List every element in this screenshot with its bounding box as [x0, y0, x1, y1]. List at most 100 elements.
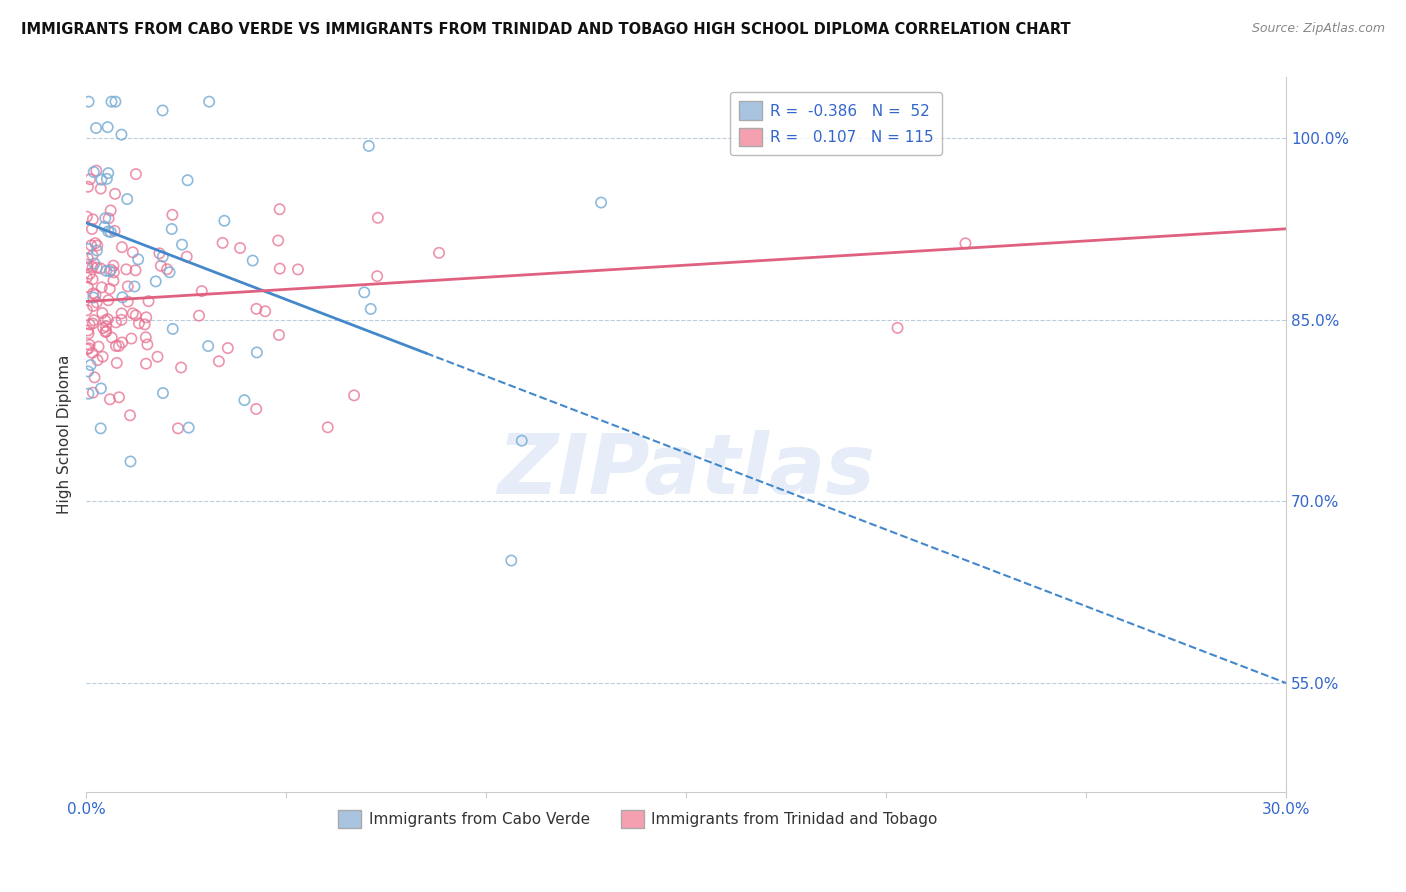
Point	[110, 306, 132, 320]
Point	[156, 262, 179, 277]
Point	[97, 211, 120, 226]
Point	[146, 350, 169, 364]
Point	[94, 325, 117, 339]
Point	[135, 310, 157, 325]
Y-axis label: High School Diploma: High School Diploma	[58, 355, 72, 515]
Point	[170, 237, 193, 252]
Point	[96, 264, 118, 278]
Point	[86, 238, 108, 252]
Point	[86, 260, 108, 275]
Point	[84, 121, 107, 136]
Point	[316, 420, 339, 434]
Point	[91, 306, 114, 320]
Point	[287, 262, 309, 277]
Point	[149, 259, 172, 273]
Point	[90, 181, 112, 195]
Point	[76, 252, 98, 266]
Point	[134, 318, 156, 332]
Point	[82, 346, 104, 360]
Point	[427, 245, 450, 260]
Point	[886, 321, 908, 335]
Point	[254, 304, 277, 318]
Point	[152, 386, 174, 401]
Point	[367, 211, 389, 225]
Point	[91, 321, 114, 335]
Point	[160, 222, 183, 236]
Point	[104, 95, 127, 109]
Point	[98, 264, 121, 278]
Point	[104, 315, 127, 329]
Point	[84, 236, 107, 251]
Point	[90, 280, 112, 294]
Point	[82, 272, 104, 286]
Point	[267, 328, 290, 343]
Point	[108, 339, 131, 353]
Point	[124, 263, 146, 277]
Point	[94, 211, 117, 226]
Point	[90, 421, 112, 435]
Point	[167, 421, 190, 435]
Point	[111, 335, 134, 350]
Legend: Immigrants from Cabo Verde, Immigrants from Trinidad and Tobago: Immigrants from Cabo Verde, Immigrants f…	[332, 804, 943, 834]
Point	[82, 248, 104, 262]
Point	[124, 279, 146, 293]
Point	[76, 210, 98, 224]
Point	[97, 293, 120, 308]
Point	[77, 179, 100, 194]
Point	[211, 235, 233, 250]
Point	[94, 313, 117, 327]
Point	[955, 236, 977, 251]
Point	[77, 341, 100, 355]
Point	[510, 434, 533, 448]
Point	[343, 388, 366, 402]
Point	[246, 345, 269, 359]
Point	[138, 294, 160, 309]
Point	[111, 240, 134, 254]
Point	[188, 309, 211, 323]
Point	[77, 386, 100, 401]
Point	[103, 259, 125, 273]
Point	[366, 269, 388, 284]
Point	[82, 212, 104, 227]
Point	[357, 139, 380, 153]
Point	[117, 294, 139, 309]
Point	[145, 274, 167, 288]
Point	[121, 245, 143, 260]
Point	[80, 238, 103, 252]
Point	[152, 250, 174, 264]
Point	[83, 313, 105, 327]
Point	[170, 360, 193, 375]
Point	[152, 103, 174, 118]
Point	[117, 279, 139, 293]
Point	[233, 393, 256, 408]
Point	[76, 342, 98, 356]
Point	[162, 208, 184, 222]
Point	[110, 313, 132, 327]
Point	[100, 95, 122, 109]
Point	[267, 234, 290, 248]
Point	[269, 261, 291, 276]
Point	[86, 163, 108, 178]
Point	[120, 332, 142, 346]
Point	[100, 225, 122, 239]
Point	[125, 308, 148, 322]
Text: IMMIGRANTS FROM CABO VERDE VS IMMIGRANTS FROM TRINIDAD AND TOBAGO HIGH SCHOOL DI: IMMIGRANTS FROM CABO VERDE VS IMMIGRANTS…	[21, 22, 1071, 37]
Point	[118, 409, 141, 423]
Point	[76, 270, 98, 285]
Point	[100, 262, 122, 277]
Point	[97, 120, 120, 135]
Point	[162, 322, 184, 336]
Point	[84, 287, 107, 301]
Point	[229, 241, 252, 255]
Point	[82, 260, 104, 274]
Point	[82, 385, 104, 400]
Point	[90, 172, 112, 186]
Point	[120, 454, 142, 468]
Point	[111, 290, 134, 304]
Point	[98, 392, 121, 407]
Point	[87, 340, 110, 354]
Point	[79, 172, 101, 186]
Point	[127, 252, 149, 267]
Point	[121, 306, 143, 320]
Point	[96, 324, 118, 338]
